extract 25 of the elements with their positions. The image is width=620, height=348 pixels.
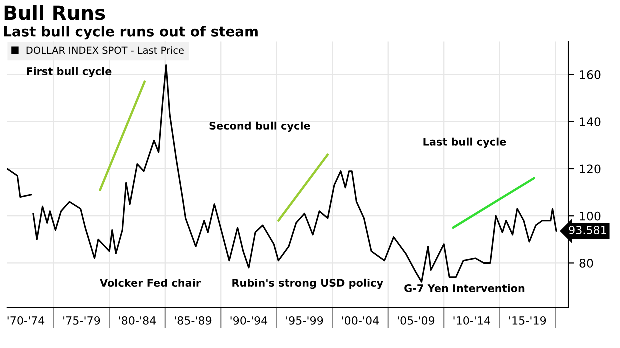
x-tick-label: '90-'94 — [230, 316, 268, 325]
data-label: 93.581 — [569, 226, 606, 234]
chart-subtitle: Last bull cycle runs out of steam — [4, 26, 258, 40]
x-tick-label: '05-'09 — [398, 316, 435, 325]
annotation: Last bull cycle — [424, 138, 506, 148]
y-tick-label: 120 — [580, 164, 601, 174]
annotation: First bull cycle — [27, 67, 112, 78]
x-tick-label: '00-'04 — [342, 316, 380, 325]
y-tick-label: 100 — [580, 212, 601, 221]
annotation: Rubin's strong USD policy — [232, 278, 384, 290]
x-tick-label: '85-'89 — [175, 316, 212, 325]
annotation: Second bull cycle — [210, 122, 310, 132]
y-tick-label: 140 — [580, 118, 601, 127]
x-tick-label: '10-'14 — [454, 316, 491, 325]
x-tick-label: '80-'84 — [119, 316, 156, 325]
annotation: G-7 Yen Intervention — [404, 284, 525, 292]
y-tick-label: 80 — [580, 258, 594, 268]
legend-label: DOLLAR INDEX SPOT - Last Price — [26, 46, 184, 54]
x-tick-label: '70-'74 — [8, 316, 45, 325]
x-tick-label: '75-'79 — [64, 316, 100, 325]
x-tick-label: '95-'99 — [286, 316, 324, 325]
annotation: Volcker Fed chair — [100, 278, 202, 288]
chart-title: Bull Runs — [4, 5, 106, 20]
x-tick-label: '15-'19 — [510, 316, 546, 325]
y-tick-label: 160 — [580, 70, 601, 80]
